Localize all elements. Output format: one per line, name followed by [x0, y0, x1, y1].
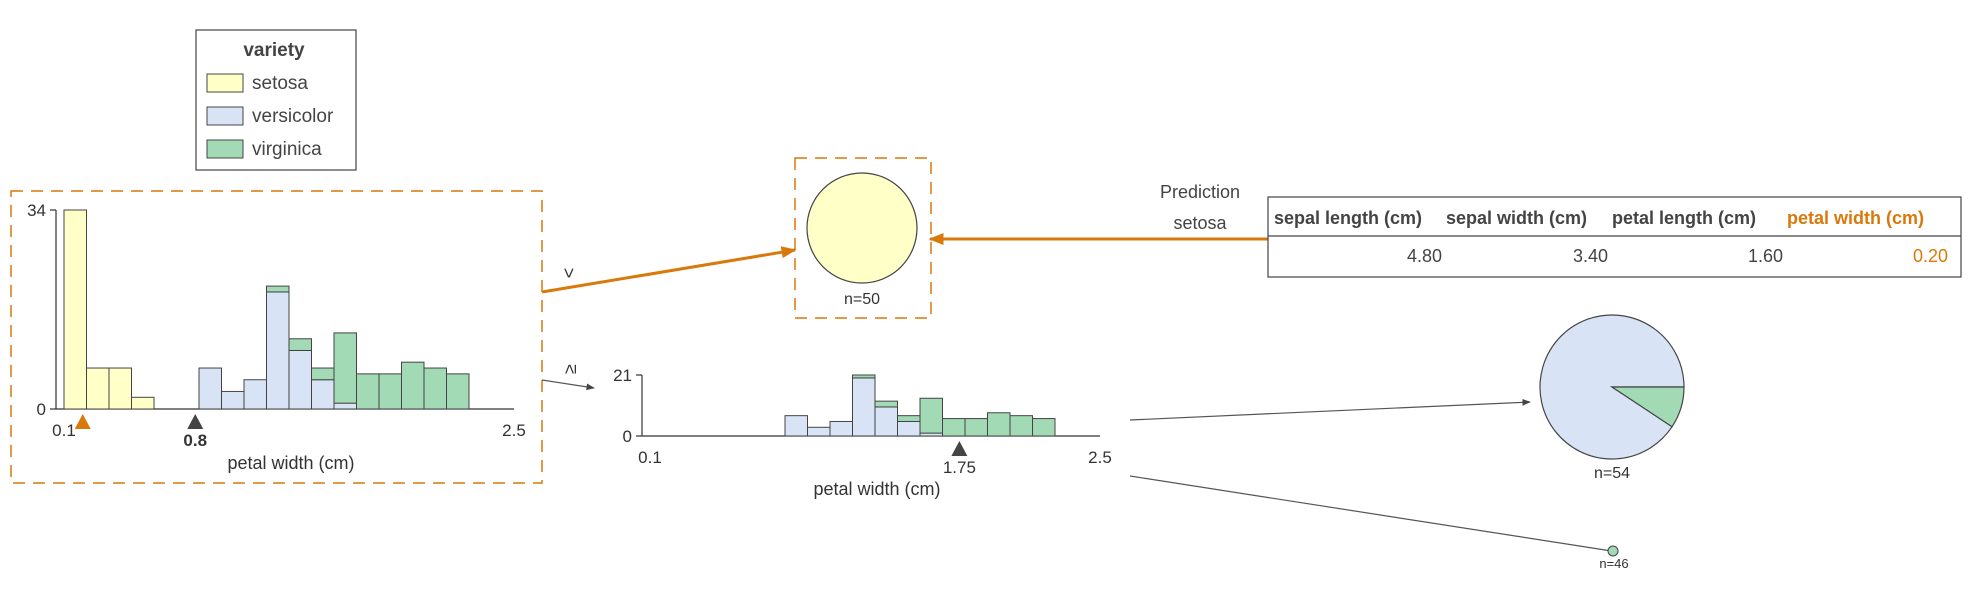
second-hist-bar-virginica-16: [1009, 415, 1033, 437]
second-hist-bar-virginica-17: [1032, 418, 1056, 437]
table-value-1: 3.40: [1573, 246, 1608, 266]
root-hist-bar-versicolor-10: [288, 349, 312, 410]
legend-swatch-virginica: [206, 139, 244, 159]
root-hist-bar-versicolor-9: [266, 291, 290, 410]
root-hist-bar-setosa-0: [63, 209, 87, 410]
second-hist-y-tick-label-zero: 0: [623, 427, 632, 446]
edge-second-split-to-small-leaf: [1129, 475, 1619, 555]
table-header-1: sepal width (cm): [1446, 208, 1587, 228]
legend-title: variety: [243, 40, 305, 61]
root-hist-threshold-marker: [187, 414, 204, 429]
second-split-node: 21 0 0.1 2.5 1.75 petal width (cm): [613, 366, 1112, 499]
second-hist-threshold-marker: [951, 441, 968, 456]
root-hist-bar-versicolor-11: [311, 379, 335, 410]
setosa-leaf-count: n=50: [844, 291, 880, 308]
second-feature-label: petal width (cm): [813, 479, 940, 499]
second-hist-bar-virginica-9: [852, 374, 876, 379]
second-hist-bar-virginica-14: [964, 418, 988, 437]
setosa-leaf-pie: [806, 172, 918, 284]
root-hist-threshold-label: 0.8: [183, 431, 207, 450]
second-hist-bar-versicolor-8: [829, 420, 853, 437]
second-hist-bar-virginica-12: [919, 397, 943, 434]
legend: variety setosa versicolor virginica: [195, 29, 357, 171]
table-header-2: petal length (cm): [1612, 208, 1756, 228]
legend-label-virginica: virginica: [252, 139, 322, 160]
root-hist-bar-versicolor-7: [221, 390, 245, 410]
root-hist-instance-marker: [74, 414, 91, 429]
root-hist-bar-setosa-3: [131, 396, 155, 410]
root-hist-y-tick-label-zero: 0: [37, 400, 46, 419]
setosa-leaf-node: n=50: [794, 157, 932, 319]
root-hist-bar-versicolor-8: [243, 379, 267, 410]
legend-swatch-versicolor: [206, 106, 244, 126]
root-hist-y-tick-label-max: 34: [27, 201, 46, 220]
small-leaf-node: n=46: [1599, 545, 1629, 571]
root-hist-bar-virginica-15: [401, 361, 425, 410]
root-hist-bar-virginica-11: [311, 367, 335, 381]
mixed-leaf-count: n=54: [1594, 465, 1630, 482]
prediction-label: Prediction: [1160, 182, 1240, 202]
table-value-2: 1.60: [1748, 246, 1783, 266]
second-hist-bar-versicolor-7: [807, 426, 831, 437]
legend-items: setosa versicolor virginica: [206, 73, 334, 160]
edge-second-split-to-mixed-leaf: [1129, 398, 1531, 421]
table-value-3: 0.20: [1913, 246, 1948, 266]
second-hist-bar-virginica-15: [987, 412, 1011, 437]
root-hist-x-tick-label-max: 2.5: [502, 421, 526, 440]
mixed-leaf-pie: [1539, 314, 1685, 460]
root-highlight-frame: [10, 190, 543, 484]
root-histogram: 34 0 0.1 2.5 0.8: [27, 201, 526, 450]
root-hist-bar-setosa-2: [108, 367, 132, 410]
setosa-leaf-highlight-frame: [794, 157, 932, 319]
second-hist-y-tick-label-max: 21: [613, 366, 632, 385]
root-hist-bar-virginica-16: [423, 367, 447, 410]
root-split-node: 34 0 0.1 2.5 0.8 petal width (cm): [10, 190, 543, 484]
branch-right-symbol: ≥: [560, 364, 580, 374]
legend-label-versicolor: versicolor: [252, 106, 334, 127]
legend-swatch-setosa: [206, 73, 244, 93]
root-feature-label: petal width (cm): [227, 453, 354, 473]
table-header-0: sepal length (cm): [1274, 208, 1422, 228]
root-hist-bar-versicolor-12: [333, 402, 357, 410]
second-hist-bar-virginica-10: [874, 400, 898, 408]
edge-root-to-setosa-leaf: [541, 246, 797, 294]
root-hist-bar-virginica-13: [356, 373, 380, 410]
root-hist-bar-setosa-1: [86, 367, 110, 410]
mixed-leaf-node: n=54: [1539, 314, 1685, 482]
root-hist-bar-versicolor-6: [198, 367, 222, 410]
small-leaf-pie: [1607, 545, 1619, 557]
second-hist-bar-virginica-11: [897, 415, 921, 422]
second-hist-bar-versicolor-6: [784, 415, 808, 437]
root-hist-bar-virginica-17: [446, 373, 470, 410]
second-hist-bar-versicolor-10: [874, 406, 898, 437]
second-hist-bar-virginica-13: [942, 418, 966, 437]
root-hist-bar-virginica-12: [333, 332, 357, 404]
small-leaf-count: n=46: [1599, 556, 1628, 571]
prediction-value: setosa: [1173, 213, 1227, 233]
root-hist-bar-virginica-9: [266, 285, 290, 293]
edge-root-to-second-split: [541, 379, 595, 391]
legend-label-setosa: setosa: [252, 73, 308, 94]
table-value-0: 4.80: [1407, 246, 1442, 266]
second-histogram: 21 0 0.1 2.5 1.75: [613, 366, 1112, 477]
second-hist-bar-versicolor-11: [897, 420, 921, 437]
second-hist-x-tick-label-max: 2.5: [1088, 448, 1112, 467]
mixed-pie-slice-virginica: [1610, 386, 1685, 428]
second-hist-threshold-label: 1.75: [943, 458, 976, 477]
root-hist-bar-virginica-14: [378, 373, 402, 410]
root-hist-bar-virginica-10: [288, 338, 312, 351]
root-hist-x-tick-label-min: 0.1: [52, 421, 76, 440]
branch-left-symbol: <: [559, 268, 579, 279]
table-header-3: petal width (cm): [1787, 208, 1924, 228]
second-hist-bar-versicolor-9: [852, 377, 876, 437]
instance-table-frame: [1267, 196, 1962, 278]
second-hist-x-tick-label-min: 0.1: [638, 448, 662, 467]
